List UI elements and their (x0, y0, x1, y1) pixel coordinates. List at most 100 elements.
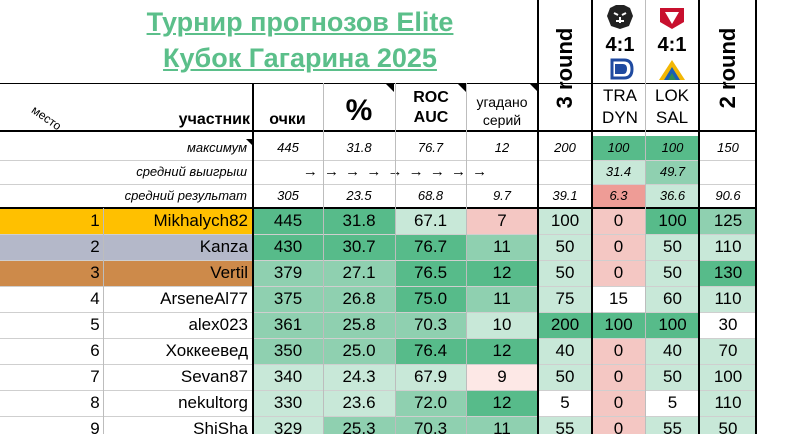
round3-header: 3 round (552, 27, 577, 109)
grid-line (0, 364, 756, 365)
stat-round2: 90.6 (715, 188, 741, 203)
page-title-line1: Турнир прогнозов Elite (146, 7, 454, 37)
match2-team1: LOK (654, 86, 690, 105)
row-percent: 26.8 (323, 286, 395, 312)
table-row[interactable]: 4 ArseneAl77 375 26.8 75.0 11 75 15 60 1… (0, 286, 799, 312)
row-guessed: 12 (466, 390, 538, 416)
row-m2: 40 (646, 338, 699, 364)
podium-highlight (0, 234, 253, 260)
stat-guessed: 9.7 (492, 188, 512, 203)
row-round2: 30 (700, 312, 756, 338)
row-points: 379 (253, 260, 323, 286)
row-percent: 31.8 (323, 208, 395, 234)
row-round3: 200 (538, 312, 592, 338)
grid-line (698, 0, 700, 434)
stat-roc: 76.7 (417, 140, 444, 155)
row-place: 4 (90, 289, 100, 308)
comment-marker-icon (530, 84, 538, 92)
row-place: 5 (90, 315, 100, 334)
row-place: 6 (90, 341, 100, 360)
row-m1: 0 (592, 260, 645, 286)
row-m1: 0 (592, 390, 645, 416)
row-round3: 40 (538, 338, 592, 364)
row-place: 8 (90, 393, 100, 412)
participant-header: участник (178, 111, 250, 128)
row-roc: 72.0 (395, 390, 466, 416)
row-m2: 50 (646, 364, 699, 390)
row-name: Kanza (199, 237, 248, 256)
row-roc: 75.0 (395, 286, 466, 312)
stat-m1: 100 (592, 136, 645, 160)
row-roc: 76.7 (395, 234, 466, 260)
table-row[interactable]: 2 Kanza 430 30.7 76.7 11 50 0 50 110 (0, 234, 799, 260)
row-m2: 5 (646, 390, 699, 416)
roc-header-line2: AUC (413, 109, 449, 126)
row-round3: 50 (538, 260, 592, 286)
grid-line (0, 286, 756, 287)
row-round2: 70 (700, 338, 756, 364)
stat-m2: 49.7 (646, 160, 699, 184)
table-row[interactable]: 9 ShiSha 329 25.3 70.3 11 55 0 55 50 (0, 416, 799, 434)
table-row[interactable]: 5 alex023 361 25.8 70.3 10 200 100 100 3… (0, 312, 799, 338)
podium-highlight (0, 260, 253, 286)
row-name: Vertil (210, 263, 248, 282)
row-guessed: 11 (466, 286, 538, 312)
row-name: ShiSha (193, 419, 248, 434)
row-name: alex023 (188, 315, 248, 334)
row-place: 7 (90, 367, 100, 386)
stat-label: средний результат (124, 188, 247, 203)
row-round3: 5 (538, 390, 592, 416)
stats-row-avg-win: средний выигрыш → → → → → → → → → 31.4 4… (0, 160, 799, 184)
row-points: 361 (253, 312, 323, 338)
lokomotiv-logo-icon (660, 8, 684, 29)
match2-team2: SAL (655, 108, 689, 127)
row-round2: 110 (700, 286, 756, 312)
stat-points: 445 (277, 140, 299, 155)
grid-line (395, 83, 396, 434)
grid-line (537, 0, 539, 434)
row-round3: 50 (538, 364, 592, 390)
row-percent: 25.8 (323, 312, 395, 338)
match2-score: 4:1 (657, 34, 687, 56)
stat-percent: 23.5 (346, 188, 372, 203)
row-m1: 15 (592, 286, 645, 312)
row-roc: 70.3 (395, 312, 466, 338)
row-roc: 76.5 (395, 260, 466, 286)
table-row[interactable]: 1 Mikhalych82 445 31.8 67.1 7 100 0 100 … (0, 208, 799, 234)
stats-row-max: максимум 445 31.8 76.7 12 200 100 100 15… (0, 136, 799, 160)
page-title-line2: Кубок Гагарина 2025 (163, 43, 437, 73)
stat-m2: 36.6 (646, 184, 699, 208)
salavat-logo-icon (659, 60, 685, 80)
row-m2: 100 (646, 208, 699, 234)
roc-header-line1: ROC (413, 89, 449, 106)
stat-round3: 200 (554, 140, 576, 155)
grid-line (0, 207, 756, 209)
stat-points: 305 (277, 188, 299, 203)
row-points: 375 (253, 286, 323, 312)
row-points: 350 (253, 338, 323, 364)
grid-line (0, 390, 756, 391)
match1-team1: TRA (603, 86, 637, 105)
row-m1: 0 (592, 364, 645, 390)
stat-round2: 150 (717, 140, 739, 155)
table-row[interactable]: 6 Хоккеевед 350 25.0 76.4 12 40 0 40 70 (0, 338, 799, 364)
row-points: 430 (253, 234, 323, 260)
grid-line (591, 0, 593, 434)
row-place: 3 (90, 263, 100, 282)
stat-guessed: 12 (494, 140, 510, 155)
row-percent: 25.0 (323, 338, 395, 364)
row-round2: 130 (700, 260, 756, 286)
row-guessed: 12 (466, 260, 538, 286)
row-m2: 100 (646, 312, 699, 338)
stat-round3: 39.1 (552, 188, 578, 203)
comment-marker-icon (246, 139, 253, 146)
row-round2: 110 (700, 234, 756, 260)
table-row[interactable]: 3 Vertil 379 27.1 76.5 12 50 0 50 130 (0, 260, 799, 286)
table-row[interactable]: 7 Sevan87 340 24.3 67.9 9 50 0 50 100 (0, 364, 799, 390)
row-m1: 0 (592, 234, 645, 260)
row-m1: 0 (592, 416, 645, 434)
table-row[interactable]: 8 nekultorg 330 23.6 72.0 12 5 0 5 110 (0, 390, 799, 416)
match1-score: 4:1 (605, 34, 635, 56)
row-points: 330 (253, 390, 323, 416)
grid-line (645, 0, 646, 434)
